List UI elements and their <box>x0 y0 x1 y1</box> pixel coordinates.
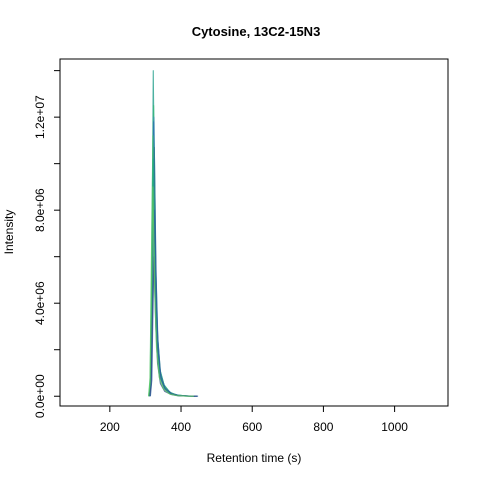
x-tick-label: 200 <box>100 420 120 434</box>
x-tick-label: 600 <box>242 420 262 434</box>
y-axis-label: Intensity <box>2 210 16 255</box>
series-line-10 <box>148 186 194 397</box>
y-axis: 0.0e+00 4.0e+06 8.0e+06 1.2e+07 <box>33 70 61 418</box>
series-group <box>148 70 199 397</box>
y-tick-label: 8.0e+06 <box>33 188 47 232</box>
x-tick-label: 1000 <box>381 420 408 434</box>
series-line-8 <box>149 209 199 397</box>
chart-title: Cytosine, 13C2-15N3 <box>192 24 321 39</box>
plot-area-border <box>59 58 449 407</box>
x-tick-label: 800 <box>313 420 333 434</box>
y-tick-label: 4.0e+06 <box>33 281 47 325</box>
y-tick-label: 0.0e+00 <box>33 374 47 418</box>
x-axis-label: Retention time (s) <box>207 451 302 465</box>
x-axis: 200 400 600 800 1000 <box>100 405 408 434</box>
y-tick-label: 1.2e+07 <box>33 95 47 139</box>
x-tick-label: 400 <box>171 420 191 434</box>
